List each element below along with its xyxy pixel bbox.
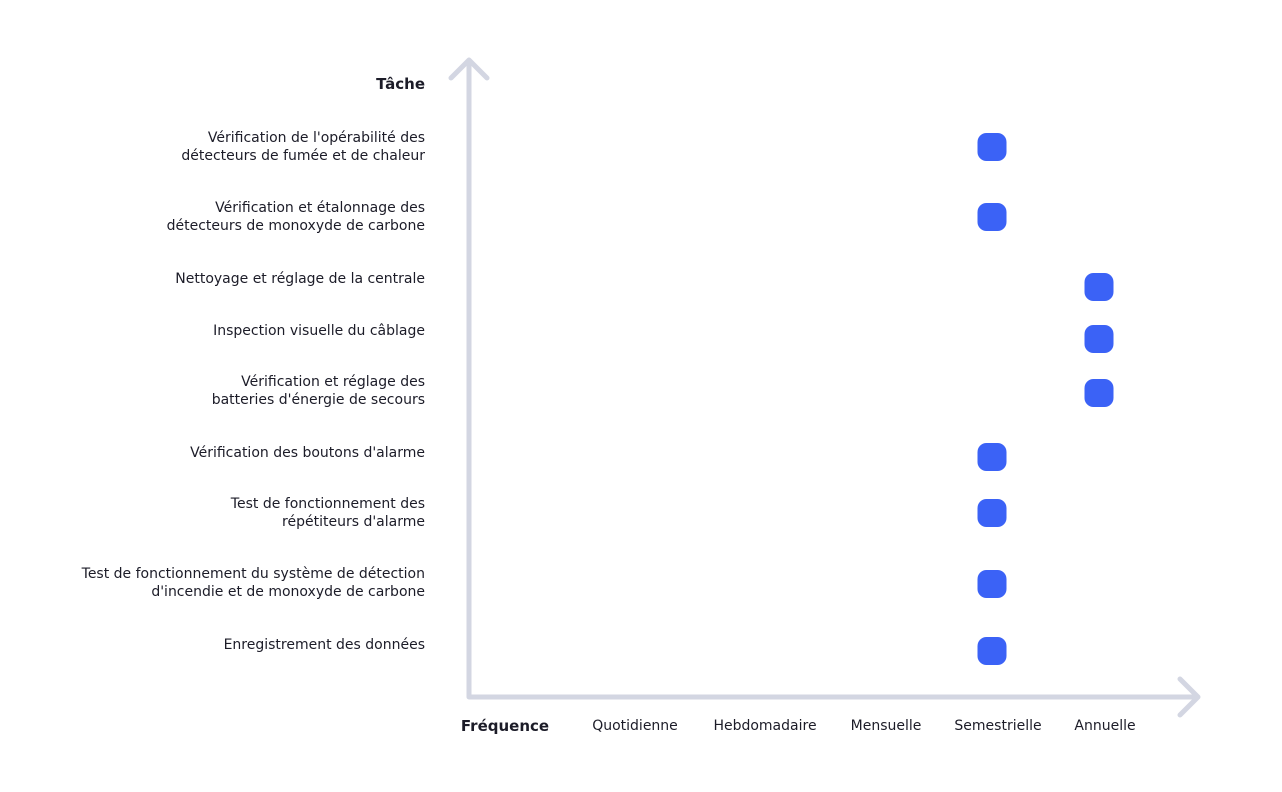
x-axis-title: Fréquence [460,717,550,735]
dot [1084,273,1114,301]
x-tick-label: Annuelle [1074,718,1136,734]
x-tick-label: Semestrielle [954,718,1042,734]
y-tick-label: Test de fonctionnement des répétiteurs d… [230,496,425,530]
y-tick-label: Enregistrement des données [223,637,425,653]
dot [977,133,1007,161]
y-axis-title: Tâche [376,75,425,93]
y-arrow [448,57,490,81]
y-tick-label: Nettoyage et réglage de la centrale [175,271,425,287]
y-tick-label: Inspection visuelle du câblage [213,323,425,339]
x-tick-label: Quotidienne [592,718,678,734]
dot [1084,325,1114,353]
axes [448,57,1201,718]
dot [977,443,1007,471]
y-tick-label: Test de fonctionnement du système de dét… [81,566,425,600]
y-tick-label: Vérification de l'opérabilité des détect… [181,130,425,164]
dot [977,570,1007,598]
y-tick-label: Vérification des boutons d'alarme [190,445,425,461]
y-tick-label: Vérification et réglage des batteries d'… [211,374,425,408]
x-tick-label: Mensuelle [850,718,922,734]
x-tick-label: Hebdomadaire [713,718,817,734]
dot [977,203,1007,231]
dot [977,637,1007,665]
y-tick-label: Vérification et étalonnage des détecteur… [166,200,425,234]
dot [1084,379,1114,407]
x-arrow [1177,676,1201,718]
axis-lines [466,59,1199,700]
dot [977,499,1007,527]
